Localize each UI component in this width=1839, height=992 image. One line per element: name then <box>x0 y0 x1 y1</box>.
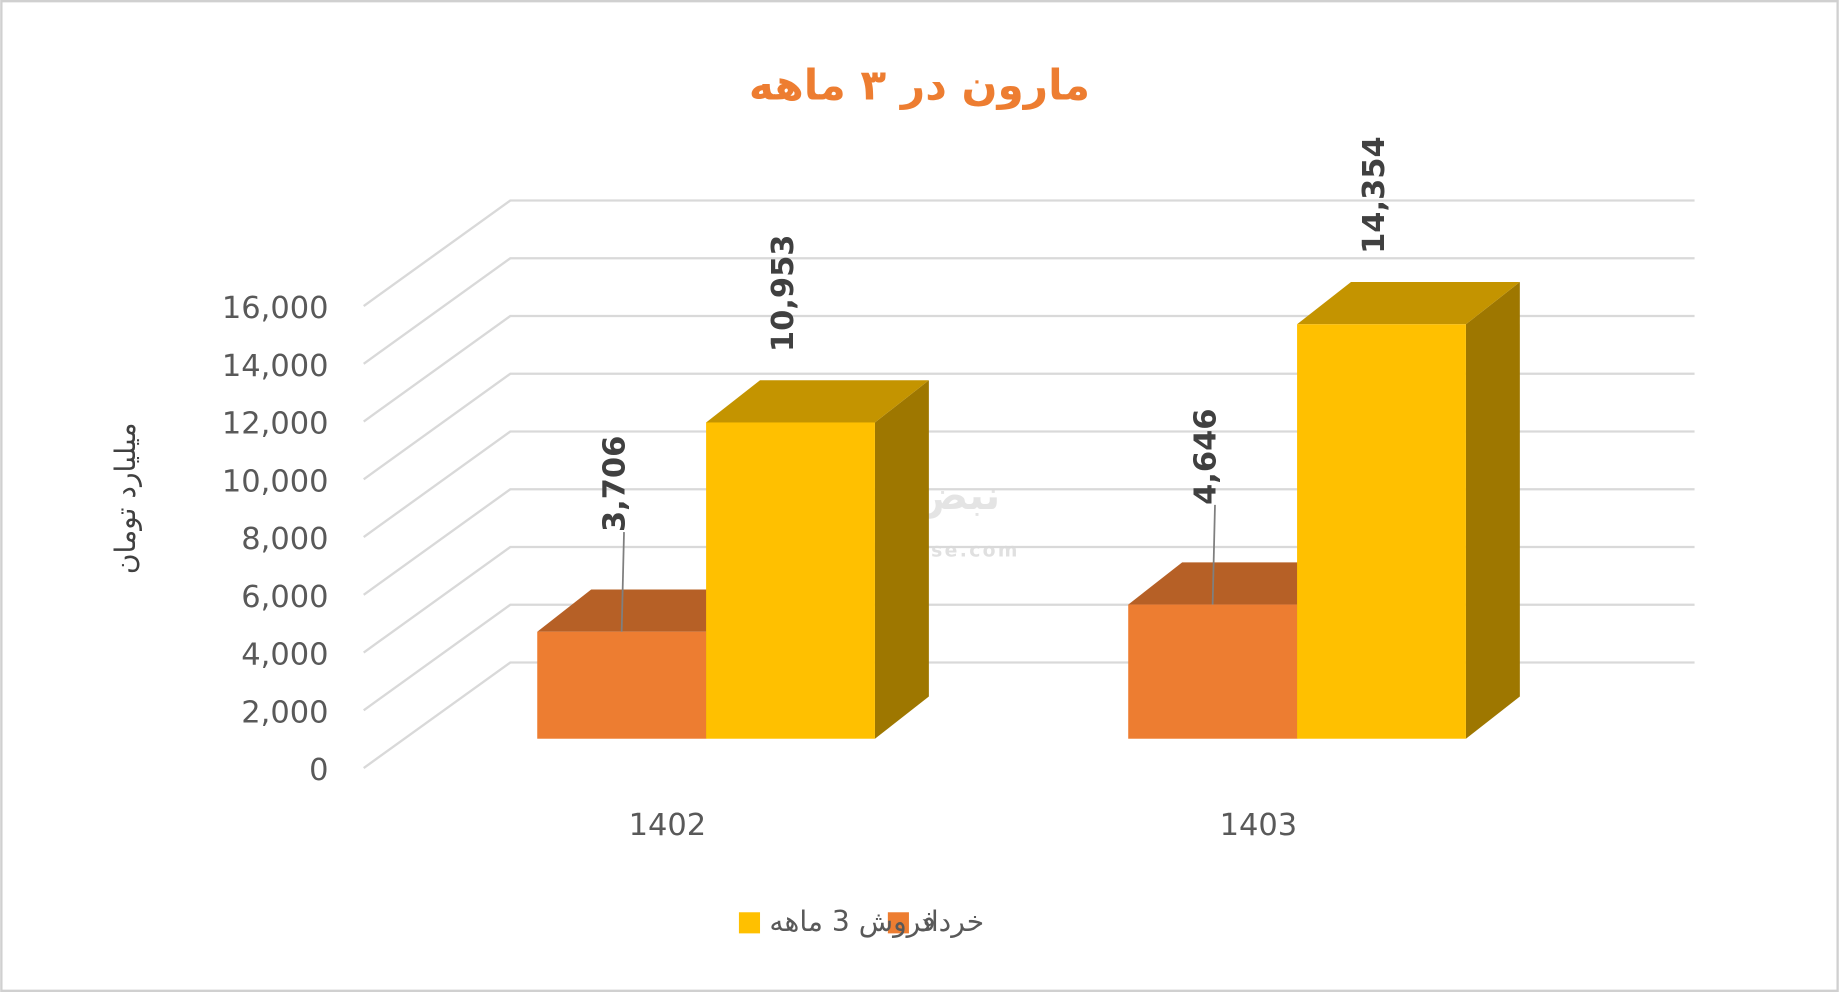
y-tick-label: 4,000 <box>241 638 328 673</box>
y-tick-label: 14,000 <box>222 349 329 384</box>
legend-swatch <box>887 912 909 934</box>
leader-line <box>1211 504 1216 605</box>
bar-top <box>706 380 929 423</box>
data-label: 14,354 <box>1357 136 1392 254</box>
y-tick-label: 0 <box>309 753 328 788</box>
data-label: 3,706 <box>597 436 632 532</box>
x-tick-label: 1402 <box>629 808 707 843</box>
grid-line <box>363 199 1695 307</box>
grid-line <box>363 257 1695 365</box>
bar-side <box>874 380 929 739</box>
y-tick-label: 16,000 <box>222 291 329 326</box>
legend-swatch <box>738 912 761 934</box>
bar <box>1297 282 1520 739</box>
legend-label: فروش 3 ماهه <box>769 905 935 938</box>
bar <box>706 380 929 739</box>
bar-front <box>537 631 707 739</box>
bar-side <box>1465 282 1520 739</box>
bar-front <box>1128 604 1298 739</box>
bar-front <box>1297 324 1466 739</box>
bar-top <box>537 589 761 632</box>
bar-top <box>1297 282 1520 325</box>
bar-top <box>1128 562 1352 605</box>
y-tick-label: 8,000 <box>241 522 328 557</box>
leader-line <box>620 532 625 632</box>
y-tick-label: 2,000 <box>241 695 328 730</box>
y-tick-label: 10,000 <box>222 464 329 499</box>
y-tick-label: 12,000 <box>222 407 329 442</box>
data-label: 4,646 <box>1188 409 1223 505</box>
y-tick-label: 6,000 <box>241 580 328 615</box>
legend-label: خرداد <box>918 905 984 938</box>
grid-line <box>363 314 1695 423</box>
data-label: 10,953 <box>766 235 801 353</box>
bar-front <box>706 422 875 739</box>
y-axis-label: میلیارد تومان <box>109 423 142 575</box>
chart-title: مارون در ۳ ماهه <box>749 60 1090 110</box>
x-tick-label: 1403 <box>1220 808 1298 843</box>
